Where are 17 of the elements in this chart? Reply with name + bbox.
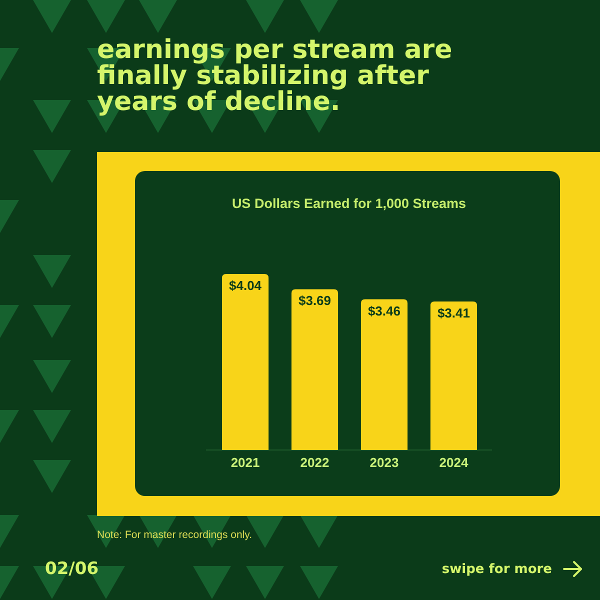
x-tick-label: 2024 — [439, 455, 469, 470]
text: 02/06 — [45, 558, 99, 579]
x-tick-label: 2023 — [370, 455, 399, 470]
bar — [430, 301, 477, 450]
data-label: $3.41 — [437, 306, 470, 321]
x-tick-label: 2022 — [300, 455, 330, 470]
bar — [222, 274, 269, 450]
text: swipe for more — [442, 562, 552, 577]
text: Note: For master recordings only. — [97, 528, 252, 541]
data-label: $3.69 — [298, 294, 332, 309]
bar — [360, 299, 408, 450]
x-tick-label: 2021 — [230, 455, 260, 470]
data-label: $4.04 — [229, 278, 262, 294]
chart-title: earnings per stream are finally stabilizing after years of decline. — [97, 35, 452, 117]
chart-subtitle: US Dollars Earned for 1,000 Streams — [232, 196, 466, 211]
data-label: $3.46 — [368, 304, 401, 319]
bar — [291, 289, 338, 450]
